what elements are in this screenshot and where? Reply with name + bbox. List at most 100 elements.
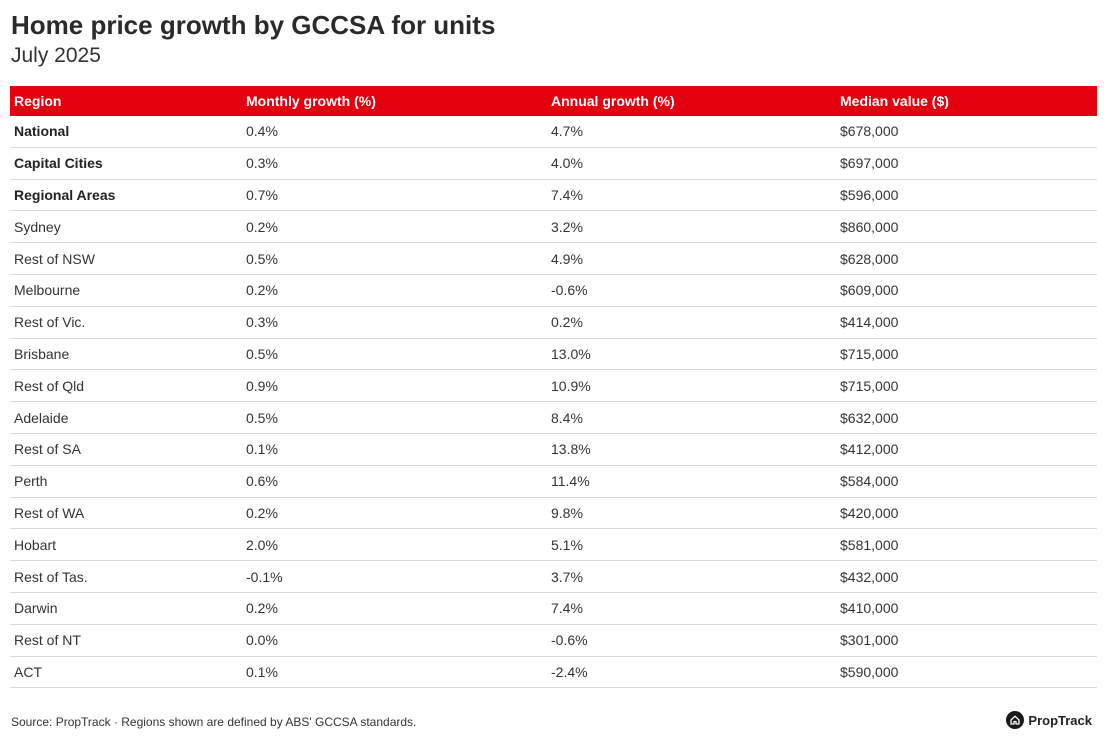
cell-median-value: $581,000 — [836, 528, 1097, 562]
cell-region: Brisbane — [10, 338, 242, 371]
cell-annual-growth: 4.9% — [547, 242, 836, 275]
column-header-monthly: Monthly growth (%) — [242, 86, 547, 116]
cell-region: Capital Cities — [10, 147, 242, 180]
cell-median-value: $715,000 — [836, 369, 1097, 403]
cell-annual-growth: 8.4% — [547, 401, 836, 434]
cell-annual-growth: 10.9% — [547, 369, 836, 403]
cell-region: Rest of NT — [10, 624, 242, 657]
cell-region: Rest of Qld — [10, 369, 242, 403]
cell-region: Sydney — [10, 210, 242, 244]
cell-monthly-growth: 0.3% — [242, 306, 547, 339]
cell-region: Adelaide — [10, 401, 242, 434]
cell-annual-growth: 4.7% — [547, 116, 836, 148]
cell-region: Rest of SA — [10, 433, 242, 466]
table-row: Rest of Vic. 0.3% 0.2% $414,000 — [10, 306, 1097, 339]
table-row: Perth 0.6% 11.4% $584,000 — [10, 465, 1097, 498]
source-note: Source: PropTrack · Regions shown are de… — [11, 715, 417, 729]
table-row: National 0.4% 4.7% $678,000 — [10, 116, 1097, 148]
cell-annual-growth: 9.8% — [547, 497, 836, 530]
cell-median-value: $412,000 — [836, 433, 1097, 466]
table-row: Darwin 0.2% 7.4% $410,000 — [10, 592, 1097, 625]
cell-region: Rest of NSW — [10, 242, 242, 275]
cell-region: Regional Areas — [10, 179, 242, 212]
cell-region: Darwin — [10, 592, 242, 625]
cell-monthly-growth: 0.5% — [242, 242, 547, 275]
cell-median-value: $584,000 — [836, 465, 1097, 498]
cell-monthly-growth: 0.1% — [242, 433, 547, 466]
cell-median-value: $420,000 — [836, 497, 1097, 530]
cell-annual-growth: 5.1% — [547, 528, 836, 562]
cell-annual-growth: 0.2% — [547, 306, 836, 339]
column-header-median: Median value ($) — [836, 86, 1097, 116]
table-row: Rest of WA 0.2% 9.8% $420,000 — [10, 497, 1097, 530]
cell-median-value: $697,000 — [836, 147, 1097, 180]
cell-monthly-growth: 0.4% — [242, 116, 547, 148]
table-row: Rest of Qld 0.9% 10.9% $715,000 — [10, 369, 1097, 403]
cell-monthly-growth: 0.9% — [242, 369, 547, 403]
cell-monthly-growth: -0.1% — [242, 560, 547, 593]
cell-annual-growth: 7.4% — [547, 179, 836, 212]
table-row: ACT 0.1% -2.4% $590,000 — [10, 656, 1097, 689]
cell-annual-growth: 13.8% — [547, 433, 836, 466]
table-row: Brisbane 0.5% 13.0% $715,000 — [10, 338, 1097, 371]
cell-region: Hobart — [10, 528, 242, 562]
table-row: Regional Areas 0.7% 7.4% $596,000 — [10, 179, 1097, 212]
cell-median-value: $632,000 — [836, 401, 1097, 434]
cell-median-value: $678,000 — [836, 116, 1097, 148]
cell-annual-growth: 3.2% — [547, 210, 836, 244]
table-row: Rest of Tas. -0.1% 3.7% $432,000 — [10, 560, 1097, 593]
brand-name: PropTrack — [1028, 712, 1092, 728]
table-row: Hobart 2.0% 5.1% $581,000 — [10, 528, 1097, 562]
table-row: Melbourne 0.2% -0.6% $609,000 — [10, 274, 1097, 307]
cell-median-value: $414,000 — [836, 306, 1097, 339]
table-row: Sydney 0.2% 3.2% $860,000 — [10, 210, 1097, 244]
proptrack-logo-icon — [1006, 711, 1025, 729]
cell-annual-growth: 3.7% — [547, 560, 836, 593]
cell-median-value: $860,000 — [836, 210, 1097, 244]
cell-region: Perth — [10, 465, 242, 498]
brand-logo: PropTrack — [1006, 711, 1092, 729]
cell-median-value: $301,000 — [836, 624, 1097, 657]
cell-median-value: $715,000 — [836, 338, 1097, 371]
cell-region: National — [10, 116, 242, 148]
table-row: Capital Cities 0.3% 4.0% $697,000 — [10, 147, 1097, 180]
cell-monthly-growth: 0.2% — [242, 210, 547, 244]
cell-annual-growth: -0.6% — [547, 624, 836, 657]
cell-median-value: $628,000 — [836, 242, 1097, 275]
page-subtitle: July 2025 — [11, 44, 101, 67]
cell-region: Rest of Tas. — [10, 560, 242, 593]
cell-monthly-growth: 0.5% — [242, 338, 547, 371]
cell-median-value: $590,000 — [836, 656, 1097, 689]
cell-median-value: $432,000 — [836, 560, 1097, 593]
cell-monthly-growth: 0.7% — [242, 179, 547, 212]
cell-monthly-growth: 0.2% — [242, 274, 547, 307]
column-header-annual: Annual growth (%) — [547, 86, 836, 116]
cell-annual-growth: 13.0% — [547, 338, 836, 371]
cell-monthly-growth: 0.5% — [242, 401, 547, 434]
cell-region: Melbourne — [10, 274, 242, 307]
cell-annual-growth: -0.6% — [547, 274, 836, 307]
table-body: National 0.4% 4.7% $678,000 Capital Cities 0.… — [10, 116, 1097, 689]
cell-annual-growth: 4.0% — [547, 147, 836, 180]
cell-monthly-growth: 0.3% — [242, 147, 547, 180]
table-row: Adelaide 0.5% 8.4% $632,000 — [10, 401, 1097, 434]
table-row: Rest of NSW 0.5% 4.9% $628,000 — [10, 242, 1097, 275]
cell-monthly-growth: 0.6% — [242, 465, 547, 498]
cell-annual-growth: -2.4% — [547, 656, 836, 689]
cell-monthly-growth: 0.2% — [242, 497, 547, 530]
cell-region: Rest of Vic. — [10, 306, 242, 339]
cell-median-value: $410,000 — [836, 592, 1097, 625]
cell-monthly-growth: 0.2% — [242, 592, 547, 625]
column-header-region: Region — [10, 86, 242, 116]
table-row: Rest of SA 0.1% 13.8% $412,000 — [10, 433, 1097, 466]
cell-median-value: $609,000 — [836, 274, 1097, 307]
table-header-row: Region Monthly growth (%) Annual growth … — [10, 86, 1097, 116]
cell-median-value: $596,000 — [836, 179, 1097, 212]
cell-monthly-growth: 0.1% — [242, 656, 547, 689]
page-title: Home price growth by GCCSA for units — [11, 10, 496, 40]
data-table: Region Monthly growth (%) Annual growth … — [10, 86, 1097, 689]
cell-region: ACT — [10, 656, 242, 689]
table-row: Rest of NT 0.0% -0.6% $301,000 — [10, 624, 1097, 657]
cell-region: Rest of WA — [10, 497, 242, 530]
cell-annual-growth: 11.4% — [547, 465, 836, 498]
